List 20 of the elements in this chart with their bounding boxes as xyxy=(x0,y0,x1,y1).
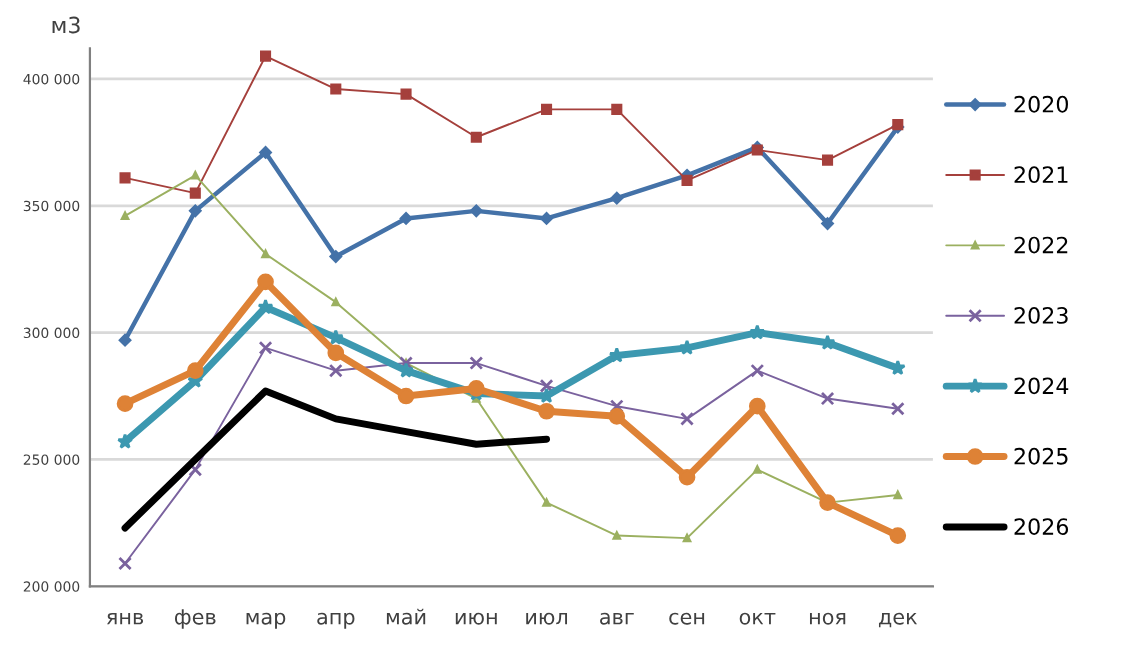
x-tick-label: ноя xyxy=(809,612,846,625)
x-tick-label: мар xyxy=(246,612,286,629)
legend-label: 2025 xyxy=(1014,447,1068,465)
legend-label: 2024 xyxy=(1014,377,1069,395)
y-axis-title: м3 xyxy=(52,16,80,34)
legend-label: 2023 xyxy=(1014,307,1068,324)
x-tick-label: апр xyxy=(317,612,355,629)
legend-label: 2021 xyxy=(1014,166,1068,184)
legend-label: 2020 xyxy=(1014,95,1068,113)
x-tick-label: фев xyxy=(174,609,216,629)
x-tick-label: янв xyxy=(107,612,144,625)
x-tick-label: май xyxy=(386,608,426,625)
legend-label: 2026 xyxy=(1014,518,1069,536)
x-tick-label: сен xyxy=(669,612,705,625)
x-tick-label: авг xyxy=(600,612,634,625)
x-tick-label: дек xyxy=(878,612,917,628)
x-tick-label: окт xyxy=(739,612,776,625)
x-tick-label: июн xyxy=(455,612,497,625)
x-tick-label: июл xyxy=(526,612,568,625)
legend-label: 2022 xyxy=(1014,236,1068,254)
